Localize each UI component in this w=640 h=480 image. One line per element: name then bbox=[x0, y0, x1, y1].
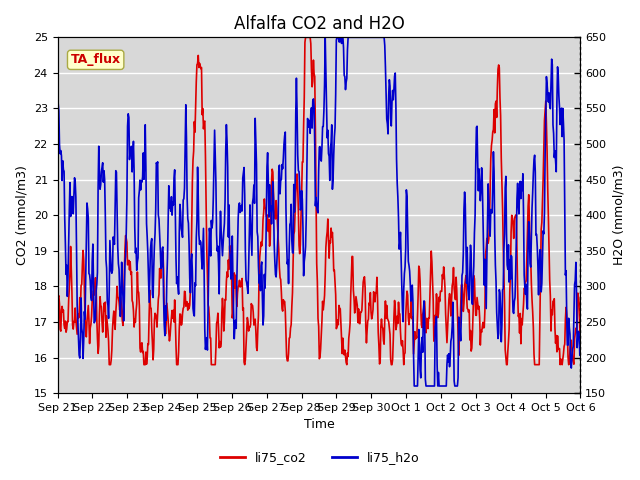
Title: Alfalfa CO2 and H2O: Alfalfa CO2 and H2O bbox=[234, 15, 404, 33]
Text: TA_flux: TA_flux bbox=[70, 53, 121, 66]
Y-axis label: CO2 (mmol/m3): CO2 (mmol/m3) bbox=[15, 165, 28, 265]
Y-axis label: H2O (mmol/m3): H2O (mmol/m3) bbox=[612, 165, 625, 265]
Legend: li75_co2, li75_h2o: li75_co2, li75_h2o bbox=[215, 446, 425, 469]
X-axis label: Time: Time bbox=[303, 419, 334, 432]
